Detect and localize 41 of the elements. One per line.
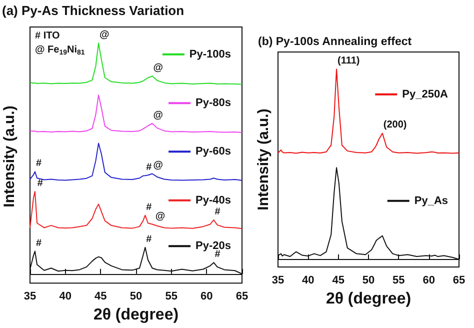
legend-label: Py-60s [196, 146, 232, 158]
annotation: @ [153, 160, 164, 172]
x-axis-title: 2θ (degree) [93, 306, 179, 324]
annotation: @ [153, 62, 164, 74]
annotation: # [146, 202, 152, 213]
text: # ITO [35, 30, 60, 42]
x-tick-label: 55 [165, 290, 178, 303]
annotation: # [214, 206, 221, 218]
legend-label: Py-100s [189, 48, 232, 60]
x-tick-label: 35 [24, 290, 36, 303]
x-tick-label: 60 [422, 274, 435, 286]
legend-label: Py_As [414, 194, 448, 207]
x-tick-label: 45 [94, 290, 107, 303]
chart-title: (a) Py-As Thickness Variation [2, 3, 184, 18]
legend-label: Py-80s [196, 97, 232, 110]
x-tick-label: 55 [392, 274, 405, 286]
legend-label: Py-40s [196, 194, 232, 206]
annotation: @ [100, 30, 110, 41]
x-axis-title: 2θ (degree) [326, 290, 412, 308]
x-tick-label: 50 [362, 274, 375, 286]
y-axis-title: Intensity (a.u.) [255, 108, 272, 210]
x-tick-label: 65 [236, 290, 248, 303]
annotation: # [36, 238, 42, 249]
x-tick-label: 45 [332, 274, 344, 286]
annotation: (200) [383, 120, 407, 131]
x-tick-label: 40 [302, 274, 314, 286]
x-tick-label: 35 [272, 274, 284, 286]
chart-title: (b) Py-100s Annealing effect [258, 36, 412, 48]
annotation: @ [155, 210, 166, 222]
annotation: # [146, 162, 152, 174]
y-axis-title: Intensity (a.u.) [1, 106, 18, 208]
annotation: # [36, 158, 42, 170]
x-tick-label: 65 [452, 274, 466, 286]
legend-label: Py_250A [402, 88, 448, 100]
x-tick-label: 40 [59, 290, 72, 303]
annotation: # [146, 234, 152, 245]
x-tick-label: 50 [130, 290, 142, 303]
annotation: @ [153, 110, 164, 121]
x-tick-label: 60 [200, 290, 213, 303]
annotation: # [37, 178, 44, 190]
annotation: (111) [338, 56, 360, 67]
